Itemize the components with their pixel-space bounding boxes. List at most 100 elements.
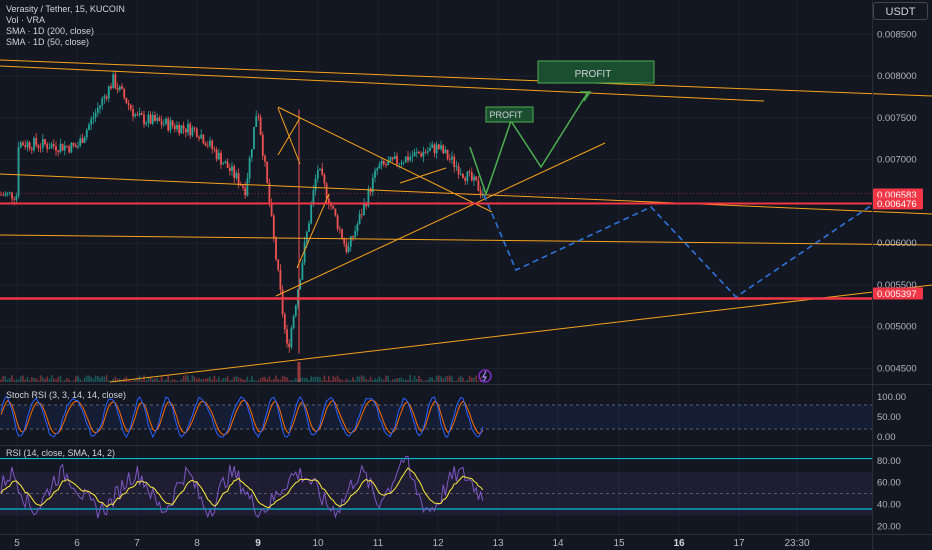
- volume-bar: [22, 375, 24, 382]
- candle-body: [246, 178, 249, 196]
- volume-bar: [116, 378, 119, 382]
- candle-body: [233, 166, 236, 178]
- candle-body: [341, 229, 343, 239]
- candle-body: [363, 203, 365, 215]
- candle-body: [121, 86, 123, 89]
- candle-body: [52, 144, 55, 147]
- candle-body: [380, 160, 383, 165]
- candle-body: [41, 139, 44, 148]
- candle-body: [48, 148, 51, 150]
- candle-body: [314, 178, 317, 191]
- candle-body: [202, 134, 205, 144]
- candle-body: [389, 157, 392, 162]
- candle-body: [187, 123, 189, 133]
- volume-bar: [72, 380, 75, 382]
- volume-bar: [178, 380, 180, 382]
- candle-body: [6, 192, 9, 194]
- volume-bar: [281, 376, 284, 382]
- candle-body: [473, 176, 475, 181]
- candle-body: [149, 114, 152, 124]
- stoch-tick-label: 0.00: [877, 432, 896, 443]
- time-tick-label: 12: [432, 538, 444, 549]
- volume-bar: [156, 377, 158, 382]
- candle-body: [63, 145, 66, 151]
- candle-body: [250, 149, 253, 158]
- candle-body: [30, 148, 33, 151]
- volume-bar: [99, 377, 101, 382]
- candle-body: [347, 246, 350, 252]
- candle-body: [162, 124, 165, 125]
- candle-body: [22, 142, 24, 146]
- volume-bar: [229, 380, 231, 382]
- candle-body: [145, 122, 148, 125]
- volume-bar: [301, 377, 304, 382]
- volume-bar: [211, 379, 213, 382]
- price-label-box: [873, 287, 923, 300]
- time-tick-label: 10: [312, 538, 324, 549]
- candle-body: [103, 96, 106, 99]
- candle-body: [323, 174, 326, 184]
- volume-bar: [70, 380, 73, 382]
- volume-bar: [418, 375, 420, 382]
- candle-body: [217, 152, 220, 160]
- price-tick-label: 0.007000: [877, 155, 917, 166]
- candle-body: [349, 236, 352, 247]
- candle-body: [220, 152, 222, 165]
- candle-body: [156, 117, 159, 121]
- currency-selector[interactable]: USDT: [873, 2, 928, 20]
- volume-bar: [343, 380, 345, 382]
- volume-bar: [174, 379, 176, 382]
- volume-bar: [354, 379, 356, 382]
- candle-body: [57, 150, 60, 153]
- candle-body: [26, 142, 29, 148]
- candle-body: [330, 204, 332, 206]
- volume-bar: [477, 380, 480, 382]
- price-candles: [0, 70, 484, 354]
- candle-body: [470, 172, 473, 181]
- volume-bar: [167, 375, 169, 382]
- volume-bar: [112, 378, 114, 382]
- volume-bar: [149, 376, 152, 382]
- candle-body: [446, 149, 449, 159]
- candle-body: [99, 105, 101, 109]
- volume-bar: [147, 376, 150, 382]
- candle-body: [435, 144, 438, 154]
- candle-body: [195, 128, 198, 137]
- candle-body: [193, 127, 196, 129]
- profit-label-small: PROFIT: [490, 110, 524, 120]
- time-tick-label: 16: [673, 538, 685, 549]
- candle-body: [303, 242, 306, 263]
- time-tick-label: 17: [733, 538, 745, 549]
- volume-bar: [422, 380, 425, 382]
- volume-bar: [125, 376, 128, 382]
- candle-body: [266, 161, 269, 183]
- rsi-line: [0, 455, 484, 519]
- candle-body: [277, 259, 280, 270]
- volume-bar: [387, 376, 389, 382]
- sma200-legend: SMA · 1D (200, close): [6, 26, 95, 36]
- price-tick-label: 0.005000: [877, 322, 917, 333]
- volume-bar: [35, 378, 37, 382]
- volume-bar: [103, 376, 106, 382]
- volume-bar: [330, 380, 332, 382]
- volume-bar: [440, 376, 442, 382]
- volume-bar: [231, 379, 233, 382]
- volume-bar: [235, 376, 238, 382]
- candle-body: [2, 194, 5, 196]
- candle-body: [154, 114, 156, 121]
- candle-body: [459, 174, 462, 175]
- volume-bar: [429, 377, 431, 382]
- candle-body: [173, 125, 176, 130]
- volume-bar: [336, 375, 339, 382]
- volume-bar: [407, 379, 409, 382]
- volume-bar: [257, 380, 260, 382]
- volume-bar: [6, 379, 9, 382]
- volume-bar: [196, 379, 198, 382]
- volume-bar: [77, 375, 79, 382]
- volume-bar: [374, 378, 376, 382]
- volume-bar: [218, 376, 220, 382]
- volume-bar: [275, 375, 277, 382]
- candle-body: [466, 171, 469, 181]
- volume-bar: [59, 376, 62, 382]
